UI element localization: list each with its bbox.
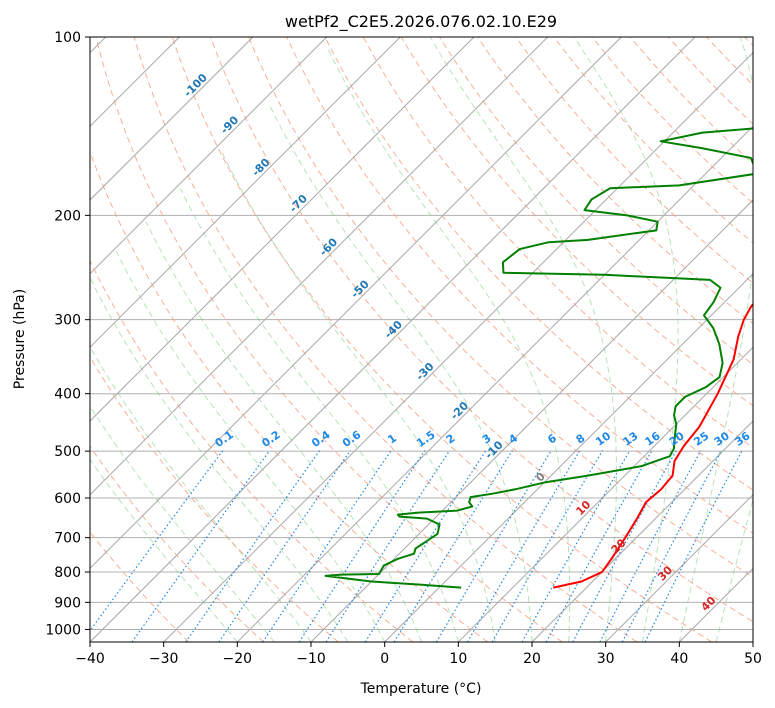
mixing-ratio-line <box>131 450 271 642</box>
x-tick-label: −40 <box>75 651 105 667</box>
y-tick-label: 300 <box>54 313 81 329</box>
dry-adiabat-line <box>400 37 753 407</box>
sounding-profiles <box>324 127 753 589</box>
moist-adiabat-line <box>90 405 275 642</box>
dry-adiabat-line <box>210 37 753 623</box>
x-tick-label: −30 <box>149 651 179 667</box>
dry-adiabat-line <box>324 37 753 491</box>
mixing-ratio-line <box>185 450 321 642</box>
mixing-ratio-line <box>599 450 702 642</box>
dry-adiabat-line <box>591 37 753 204</box>
mixing-ratio-line <box>364 450 487 642</box>
mixing-ratio-line <box>545 450 653 642</box>
isotherm-line <box>310 199 753 642</box>
moist-adiabat-line <box>327 49 571 642</box>
x-tick-label: 30 <box>597 651 615 667</box>
dry-adiabat-line <box>171 37 712 642</box>
dry-adiabat-line <box>629 37 753 165</box>
isotherm-line <box>90 37 622 570</box>
isotherm-line <box>236 125 753 642</box>
y-tick-label: 800 <box>54 565 81 581</box>
chart-title: wetPf2_C2E5.2026.076.02.10.E29 <box>285 12 557 32</box>
isotherm-line <box>90 37 475 422</box>
isotherm-line <box>90 37 696 642</box>
isotherm-line <box>531 420 753 642</box>
isotherm-line <box>90 37 254 201</box>
y-tick-label: 400 <box>54 387 81 403</box>
x-tick-label: 40 <box>670 651 688 667</box>
x-axis-title: Temperature (°C) <box>360 681 482 697</box>
isotherm-line <box>605 493 753 642</box>
x-tick-label: −20 <box>223 651 253 667</box>
dewpoint-profile-line <box>324 127 753 589</box>
mixing-ratio-line <box>435 450 552 642</box>
moist-adiabat-line <box>429 37 617 642</box>
reference-lines <box>90 37 753 642</box>
y-tick-label: 1000 <box>45 622 81 638</box>
temperature-profile-line <box>553 302 753 589</box>
y-axis-title: Pressure (hPa) <box>12 289 28 389</box>
y-tick-label: 500 <box>54 444 81 460</box>
plot-frame <box>89 36 754 643</box>
isotherm-line <box>90 37 549 496</box>
isotherm-line <box>90 37 328 275</box>
dry-adiabat-line <box>515 37 753 284</box>
isotherm-line <box>384 272 753 642</box>
dry-adiabat-line <box>133 37 638 642</box>
moist-adiabat-line <box>90 345 312 642</box>
isotherm-line <box>90 37 401 349</box>
mixing-ratio-line <box>491 450 604 642</box>
dry-adiabat-line <box>95 37 563 642</box>
x-tick-label: 20 <box>523 651 541 667</box>
mixing-ratio-line <box>521 450 631 642</box>
mixing-ratio-line <box>262 450 392 642</box>
mixing-ratio-line <box>466 450 581 642</box>
moist-adiabat-line <box>90 277 349 642</box>
x-tick-label: 50 <box>744 651 762 667</box>
x-tick-label: −10 <box>296 651 326 667</box>
x-tick-label: 10 <box>449 651 467 667</box>
moist-adiabat-line <box>145 221 422 642</box>
y-tick-label: 100 <box>54 30 81 46</box>
moist-adiabat-line <box>220 149 496 642</box>
dry-adiabat-line <box>90 445 264 642</box>
moist-adiabat-line <box>268 104 533 642</box>
moist-adiabat-line <box>573 37 679 642</box>
moist-adiabat-line <box>179 188 459 642</box>
x-tick-label: 0 <box>380 651 389 667</box>
isotherm-line <box>457 346 753 642</box>
y-tick-label: 700 <box>54 531 81 547</box>
moist-adiabat-line <box>715 498 753 642</box>
y-tick-label: 900 <box>54 595 81 611</box>
y-tick-label: 200 <box>54 208 81 224</box>
dry-adiabat-line <box>90 259 414 642</box>
moist-adiabat-line <box>90 458 238 642</box>
dry-adiabat-line <box>248 37 753 578</box>
moist-adiabat-line <box>115 251 386 642</box>
dry-adiabat-line <box>477 37 753 325</box>
moist-adiabat-line <box>678 37 753 642</box>
mixing-ratio-line <box>393 450 513 642</box>
y-tick-label: 600 <box>54 491 81 507</box>
isotherm-line <box>163 51 753 642</box>
axes: −40 −30 −20 −10 0 10 20 30 40 50 100 200 300 400 500 60… <box>45 30 762 667</box>
mixing-ratio-line <box>572 450 677 642</box>
